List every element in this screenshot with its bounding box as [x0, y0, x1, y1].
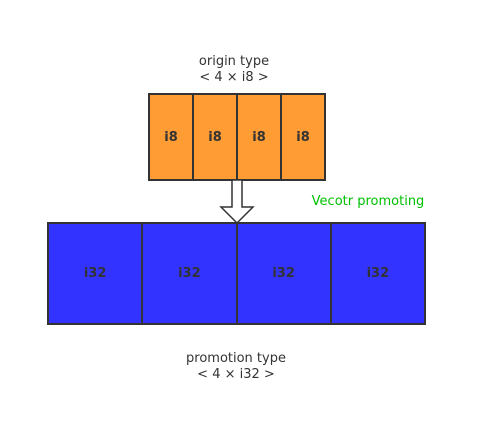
promotion-type-signature: < 4 × i32 >: [197, 367, 275, 382]
origin-type-title: origin type: [198, 54, 270, 69]
down-arrow-icon: [219, 180, 255, 225]
origin-cell: i8: [236, 95, 280, 179]
promotion-cell: i32: [235, 224, 330, 323]
promotion-cell: i32: [329, 224, 424, 323]
promotion-vector: i32 i32 i32 i32: [47, 222, 426, 325]
promotion-cell: i32: [49, 224, 142, 323]
vector-promoting-label: Vecotr promoting: [311, 194, 425, 209]
origin-cell: i8: [150, 95, 192, 179]
origin-cell: i8: [192, 95, 236, 179]
origin-vector: i8 i8 i8 i8: [148, 93, 326, 181]
promotion-type-title: promotion type: [186, 351, 286, 366]
origin-type-signature: < 4 × i8 >: [199, 70, 269, 85]
promotion-cell: i32: [141, 224, 236, 323]
origin-cell: i8: [280, 95, 324, 179]
